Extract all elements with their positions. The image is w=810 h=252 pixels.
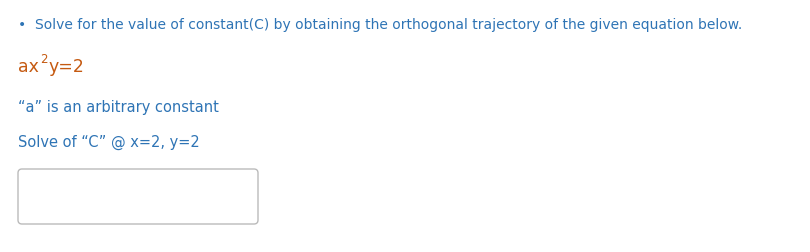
Text: y=2: y=2 [48,58,84,76]
Text: •  Solve for the value of constant(C) by obtaining the orthogonal trajectory of : • Solve for the value of constant(C) by … [18,18,742,32]
Text: ax: ax [18,58,39,76]
Text: “a” is an arbitrary constant: “a” is an arbitrary constant [18,100,219,115]
Text: 2: 2 [40,53,48,66]
Text: Solve of “C” @ x=2, y=2: Solve of “C” @ x=2, y=2 [18,135,200,150]
FancyBboxPatch shape [18,169,258,224]
